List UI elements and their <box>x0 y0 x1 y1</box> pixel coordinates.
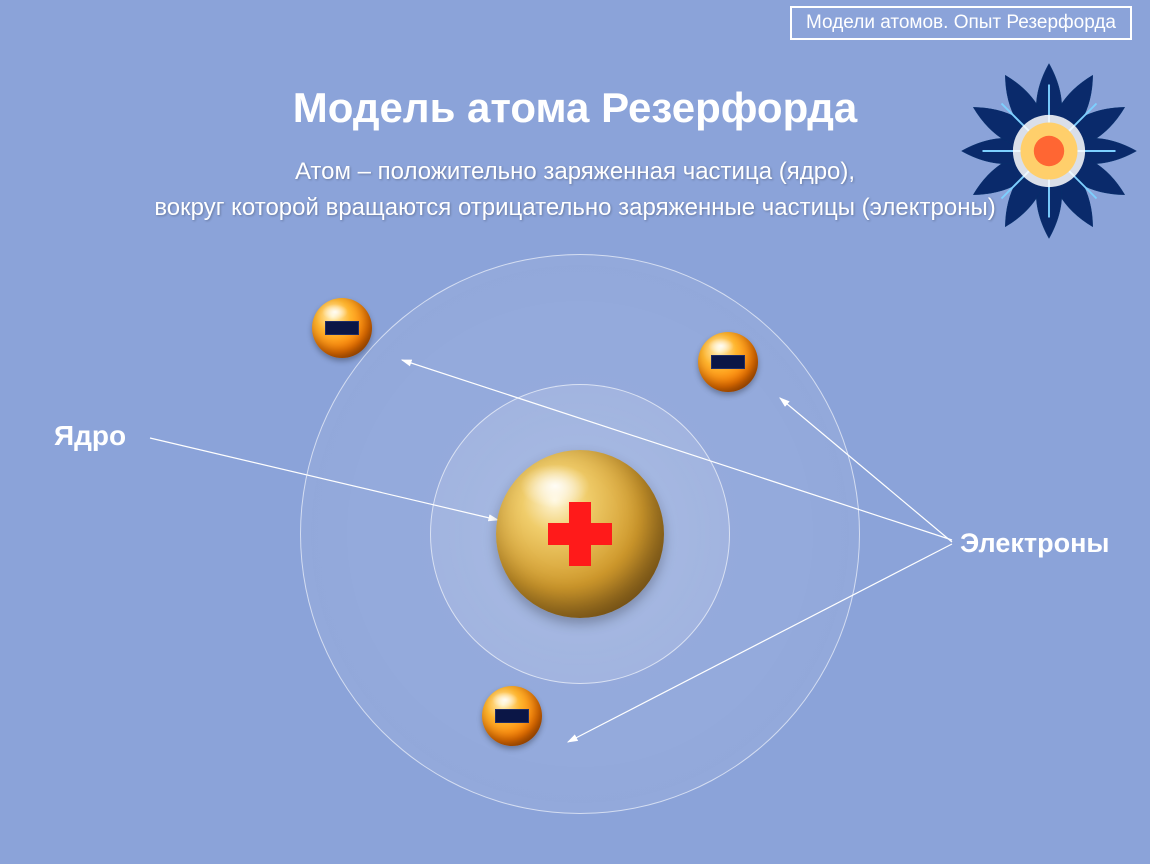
minus-icon <box>711 355 745 369</box>
label-electrons: Электроны <box>960 528 1109 559</box>
label-arrows <box>0 0 1150 864</box>
label-nucleus: Ядро <box>54 420 126 452</box>
electron-3 <box>482 686 542 746</box>
nucleus <box>496 450 664 618</box>
electron-2 <box>698 332 758 392</box>
atom-diagram: Ядро Электроны <box>0 0 1150 864</box>
minus-icon <box>325 321 359 335</box>
minus-icon <box>495 709 529 723</box>
electron-1 <box>312 298 372 358</box>
